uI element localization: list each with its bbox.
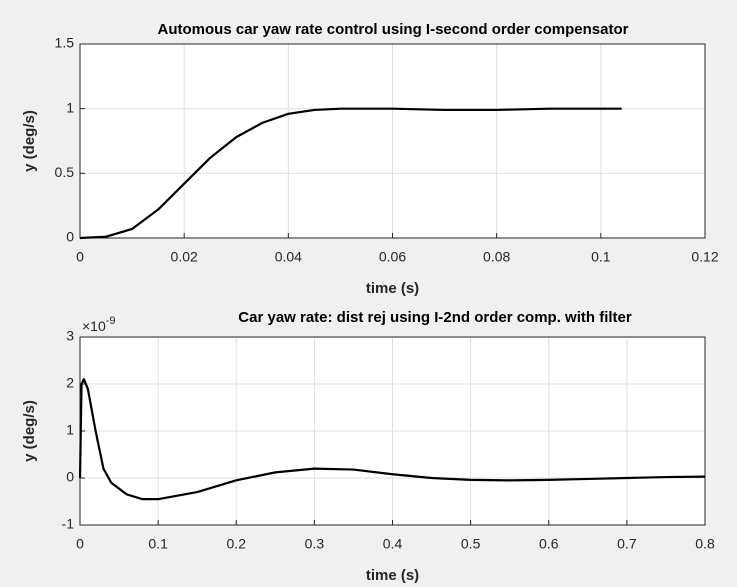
x-tick-label: 0.5	[461, 536, 481, 552]
x-tick-label: 0	[76, 536, 84, 552]
x-tick-label: 0.7	[617, 536, 637, 552]
y-scale-exponent: -9	[106, 315, 116, 327]
x-tick-label: 0.06	[379, 249, 406, 265]
x-tick-label: 0.8	[695, 536, 715, 552]
y-tick-label: 3	[66, 328, 74, 344]
y-tick-label: 0.5	[55, 164, 75, 180]
x-tick-label: 0.02	[171, 249, 198, 265]
x-tick-label: 0.1	[148, 536, 168, 552]
x-tick-label: 0.2	[227, 536, 247, 552]
y-scale-label: ×10-9	[82, 315, 116, 334]
y-axis-label: y (deg/s)	[21, 110, 38, 172]
chart-title: Automous car yaw rate control using I-se…	[158, 21, 629, 38]
x-tick-label: 0	[76, 249, 84, 265]
x-tick-label: 0.3	[305, 536, 325, 552]
y-tick-label: 1	[66, 99, 74, 115]
y-tick-label: 1	[66, 422, 74, 438]
x-tick-label: 0.12	[691, 249, 718, 265]
x-tick-label: 0.6	[539, 536, 559, 552]
x-tick-label: 0.04	[275, 249, 302, 265]
x-tick-label: 0.4	[383, 536, 403, 552]
y-tick-label: 0	[66, 469, 74, 485]
y-scale-base: ×10	[82, 318, 106, 334]
x-axis-label: time (s)	[366, 567, 419, 584]
data-line	[78, 378, 706, 501]
y-tick-label: -1	[62, 516, 75, 532]
x-axis-label: time (s)	[366, 280, 419, 297]
data-line	[79, 107, 622, 240]
y-axis-label: y (deg/s)	[21, 400, 38, 462]
x-tick-label: 0.1	[591, 249, 611, 265]
y-tick-label: 0	[66, 229, 74, 245]
y-tick-label: 2	[66, 375, 74, 391]
axes-box	[79, 43, 706, 239]
x-tick-label: 0.08	[483, 249, 510, 265]
chart-title: Car yaw rate: dist rej using I-2nd order…	[238, 309, 632, 326]
y-tick-label: 1.5	[55, 35, 75, 51]
